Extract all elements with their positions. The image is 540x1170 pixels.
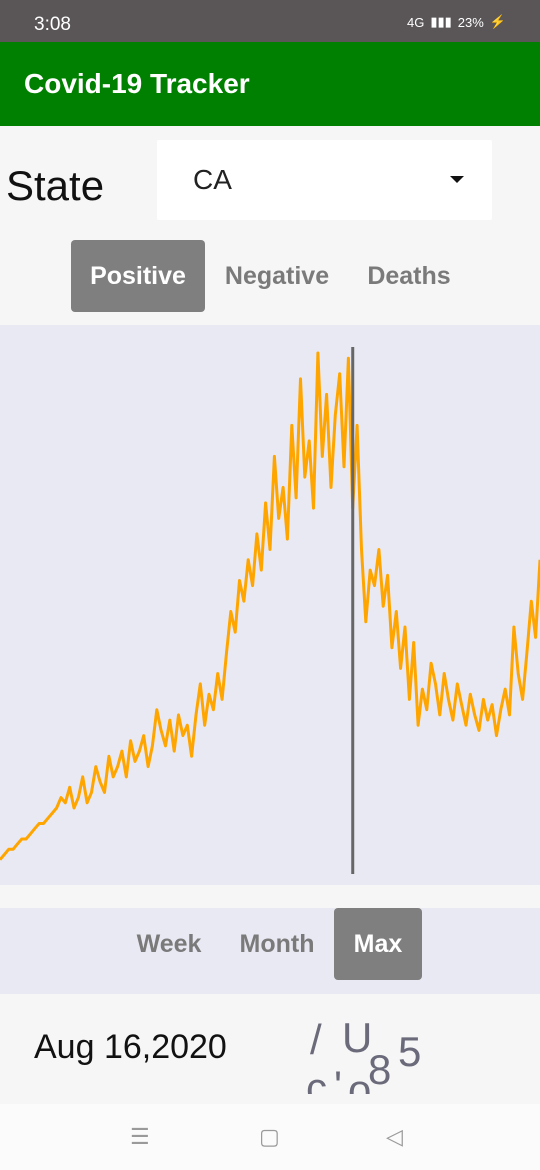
count-glyph: ' (334, 1062, 343, 1094)
dropdown-arrow-icon (450, 176, 464, 183)
state-dropdown[interactable]: CA (157, 140, 492, 220)
tab-positive[interactable]: Positive (71, 240, 205, 312)
network-icon: 4G (406, 14, 425, 30)
selected-count-rolling: / U c ' o 8 5 (300, 1004, 460, 1094)
tab-negative[interactable]: Negative (224, 262, 330, 290)
system-nav-bar: ☰ ▢ ◁ (0, 1104, 540, 1170)
metric-tabs: Positive Negative Deaths (0, 240, 540, 314)
state-value: CA (193, 164, 232, 195)
status-time: 3:08 (34, 14, 71, 35)
count-glyph: 8 (368, 1046, 392, 1093)
status-bar: 3:08 4G ▮▮▮ 23% ⚡ (0, 0, 540, 42)
selected-info: Aug 16,2020 / U c ' o 8 5 (0, 994, 540, 1104)
app-bar: Covid-19 Tracker (0, 42, 540, 126)
range-week[interactable]: Week (136, 930, 202, 958)
selected-date: Aug 16,2020 (34, 1028, 227, 1066)
state-row: State CA (0, 126, 540, 236)
battery-text: 23% (457, 14, 484, 30)
menu-icon[interactable]: ☰ (130, 1124, 150, 1149)
count-glyph: / (310, 1016, 322, 1063)
positive-line (0, 351, 540, 861)
app-title: Covid-19 Tracker (24, 68, 250, 99)
range-month[interactable]: Month (239, 930, 315, 958)
signal-icon: ▮▮▮ (430, 14, 452, 29)
tab-deaths[interactable]: Deaths (367, 262, 451, 290)
back-icon[interactable]: ◁ (386, 1124, 403, 1149)
range-tabs: Week Month Max (0, 908, 540, 994)
chart-area[interactable] (0, 325, 540, 885)
count-glyph: 5 (398, 1028, 422, 1075)
chart-svg[interactable] (0, 325, 540, 885)
count-glyph: o (348, 1066, 372, 1094)
state-label: State (6, 162, 105, 209)
home-icon[interactable]: ▢ (259, 1124, 280, 1149)
charging-icon: ⚡ (489, 14, 506, 29)
range-max[interactable]: Max (334, 908, 422, 980)
status-icons: 4G ▮▮▮ 23% ⚡ (407, 14, 506, 30)
count-glyph: U (342, 1014, 373, 1061)
count-glyph: c (306, 1064, 327, 1094)
